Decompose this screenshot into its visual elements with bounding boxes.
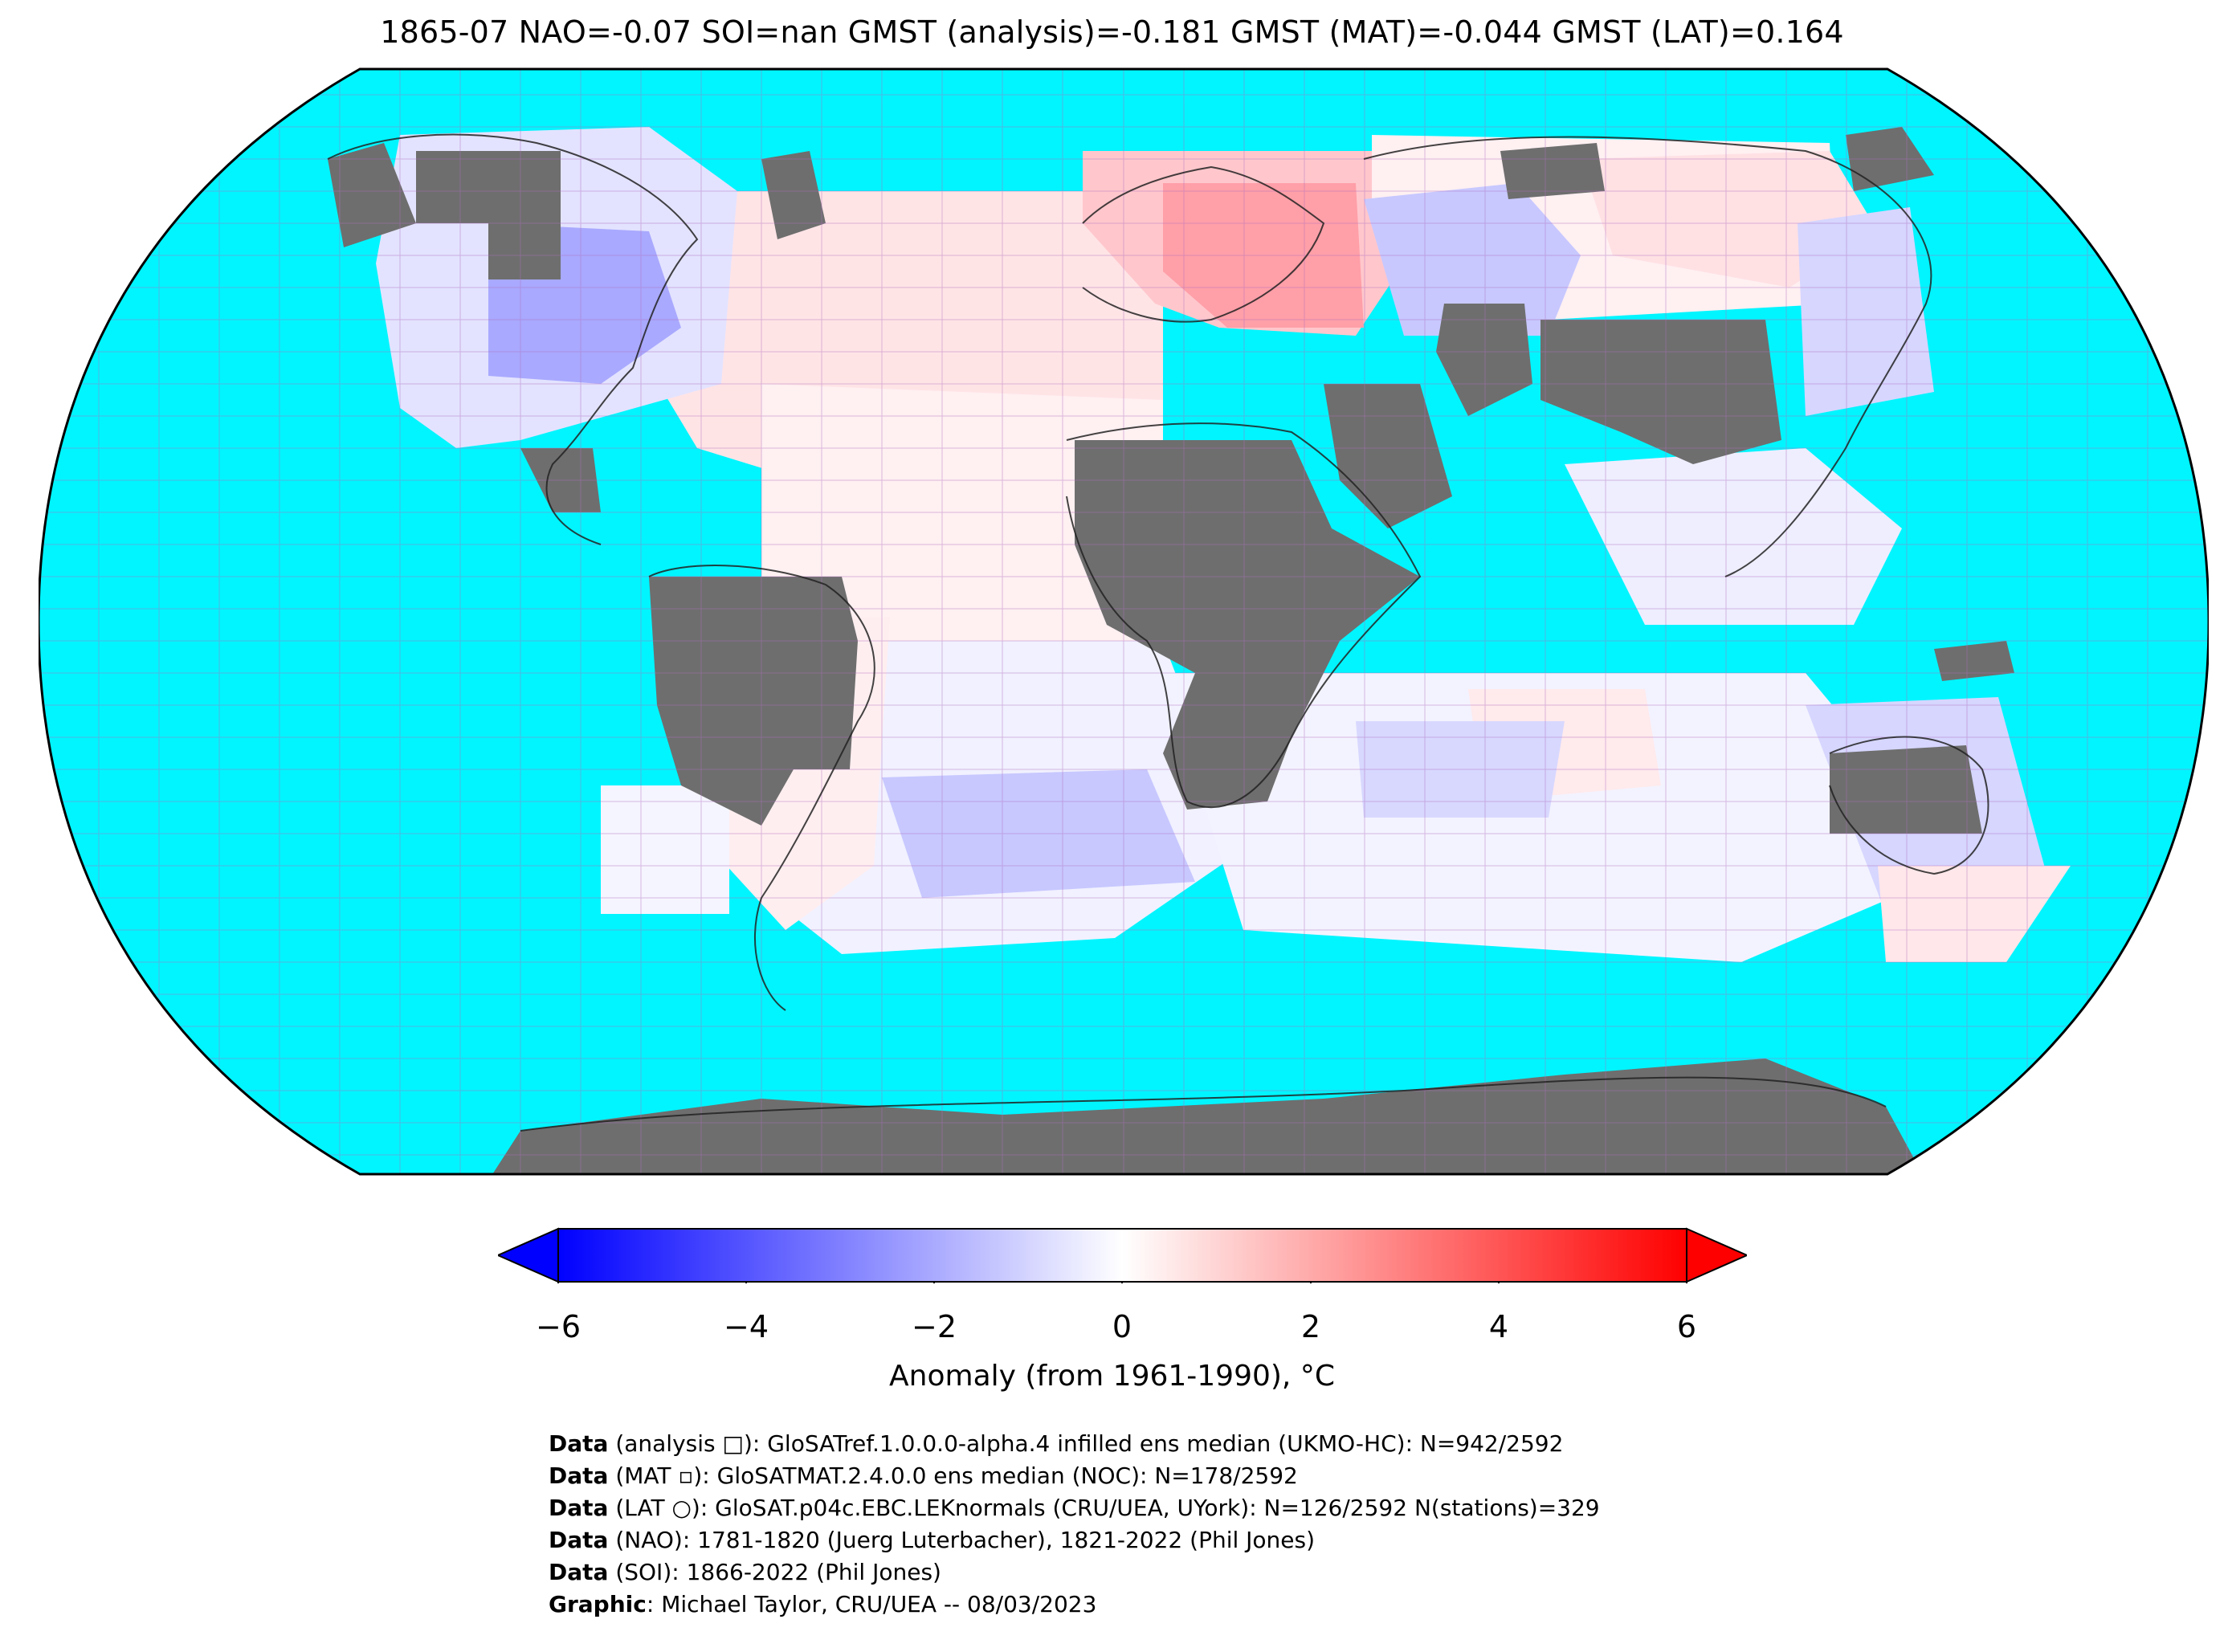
colorbar-tick-label: 2	[1300, 1309, 1321, 1344]
colorbar-title: Anomaly (from 1961-1990), °C	[889, 1360, 1335, 1393]
colorbar-extend-high	[1686, 1227, 1749, 1283]
credit-line: Data (NAO): 1781-1820 (Juerg Luterbacher…	[549, 1524, 1600, 1556]
colorbar-extend-low	[496, 1227, 559, 1283]
colorbar-tick-label: 6	[1676, 1309, 1697, 1344]
coastline-europe	[1082, 165, 1325, 323]
cell-region-south-indian-cold	[1356, 721, 1565, 818]
land-missing-northeast-siberia	[1846, 127, 1934, 191]
credit-label: Data	[549, 1527, 609, 1553]
land-missing-africa	[1075, 440, 1420, 810]
colorbar-tick-label: 4	[1488, 1309, 1509, 1344]
anomaly-map	[37, 63, 2210, 1181]
land-missing-mexico	[520, 448, 601, 512]
coastline-north-america	[327, 133, 699, 545]
colorbar-tick-labels: −6 −4 −2 0 2 4 6	[0, 1309, 2224, 1349]
land-missing-central-asia	[1436, 304, 1532, 416]
anomaly-cells	[376, 127, 2071, 962]
credit-text: (NAO): 1781-1820 (Juerg Luterbacher), 18…	[608, 1527, 1316, 1553]
land-missing-tibet-china	[1540, 320, 1781, 464]
cell-region-tropical-atlantic	[761, 384, 1163, 673]
credit-label: Data	[549, 1462, 609, 1489]
credit-label: Data	[549, 1430, 609, 1457]
map-border	[37, 67, 2210, 1176]
colorbar-gradient	[557, 1228, 1687, 1283]
cell-region-siberia-cold	[1364, 183, 1581, 336]
coastline-australia	[1829, 736, 1989, 875]
land-missing-canada	[416, 151, 561, 279]
credit-line: Data (SOI): 1866-2022 (Phil Jones)	[549, 1556, 1600, 1589]
land-missing-arabia	[1324, 384, 1452, 528]
credit-text: : Michael Taylor, CRU/UEA -- 08/03/2023	[646, 1591, 1097, 1617]
colorbar-tick-label: −2	[911, 1309, 957, 1344]
gridlines	[39, 69, 2209, 1174]
cell-region-eastern-europe	[1163, 183, 1364, 328]
land-missing-alaska	[328, 143, 416, 247]
coastlines	[327, 133, 1989, 1132]
colorbar-tick-label: −4	[723, 1309, 769, 1344]
colorbar-tick-label: −6	[535, 1309, 582, 1344]
credits: Data (analysis □): GloSATref.1.0.0.0-alp…	[549, 1428, 1600, 1621]
coastline-asia	[1363, 136, 1932, 577]
land-missing-greenland-edge	[761, 151, 826, 239]
cell-region-far-east	[1798, 207, 1934, 416]
land-missing-antarctica	[488, 1059, 1926, 1174]
credit-label: Data	[549, 1495, 609, 1521]
colorbar	[496, 1227, 1749, 1291]
credit-text: (SOI): 1866-2022 (Phil Jones)	[608, 1559, 941, 1585]
credit-text: (analysis □): GloSATref.1.0.0.0-alpha.4 …	[608, 1430, 1564, 1457]
credit-text: (LAT ○): GloSAT.p04c.EBC.LEKnormals (CRU…	[608, 1495, 1600, 1521]
cell-region-south-asia	[1565, 448, 1902, 625]
land-missing-siberia-north	[1500, 143, 1605, 199]
cell-region-south-pacific	[601, 785, 729, 914]
land-missing-new-guinea	[1934, 641, 2014, 681]
credit-text: (MAT ▫): GloSATMAT.2.4.0.0 ens median (N…	[608, 1462, 1298, 1489]
gridline-lat	[39, 94, 2209, 1156]
land-missing-south-america	[649, 577, 858, 826]
cell-region-tasman	[1878, 866, 2071, 962]
credit-line: Data (MAT ▫): GloSATMAT.2.4.0.0 ens medi…	[549, 1460, 1600, 1492]
gridline-lon	[98, 69, 2149, 1174]
land-missing	[328, 127, 2014, 1174]
colorbar-tick-label: 0	[1112, 1309, 1132, 1344]
cell-region-south-atlantic-cold	[882, 769, 1195, 898]
credit-line: Data (analysis □): GloSATref.1.0.0.0-alp…	[549, 1428, 1600, 1460]
coastline-africa	[1066, 422, 1422, 809]
credit-label: Data	[549, 1559, 609, 1585]
coastline-antarctica	[520, 1076, 1887, 1132]
coastline-south-america	[648, 565, 875, 1011]
credit-label: Graphic	[549, 1591, 647, 1617]
credit-line: Data (LAT ○): GloSAT.p04c.EBC.LEKnormals…	[549, 1492, 1600, 1524]
land-missing-australia	[1830, 745, 1982, 834]
map-title: 1865-07 NAO=-0.07 SOI=nan GMST (analysis…	[380, 14, 1844, 50]
credit-line: Graphic: Michael Taylor, CRU/UEA -- 08/0…	[549, 1589, 1600, 1621]
